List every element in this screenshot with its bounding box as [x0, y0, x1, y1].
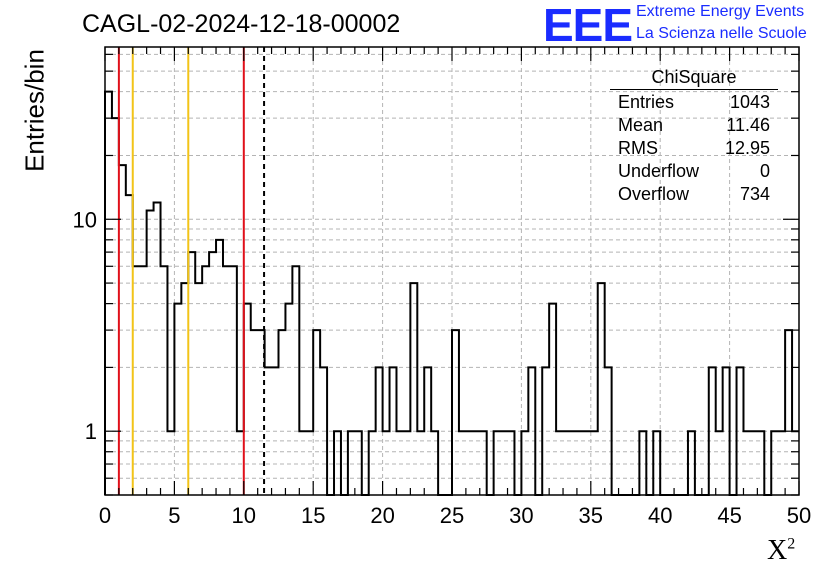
- y-axis-label: Entries/bin: [19, 49, 50, 172]
- eee-logo: EEE: [543, 0, 633, 51]
- y-tick-label: 10: [73, 207, 97, 232]
- x-tick-label: 0: [99, 503, 111, 528]
- x-tick-label: 35: [579, 503, 603, 528]
- x-tick-label: 5: [168, 503, 180, 528]
- stats-row-underflow: Underflow 0: [618, 161, 770, 181]
- stats-row-rms: RMS 12.95: [618, 138, 770, 158]
- stats-row-entries: Entries 1043: [618, 92, 770, 112]
- logo-line-1: Extreme Energy Events: [636, 3, 805, 20]
- x-tick-label: 30: [509, 503, 533, 528]
- x-tick-label: 10: [232, 503, 256, 528]
- x-tick-label: 20: [370, 503, 394, 528]
- stats-box: ChiSquare Entries 1043 Mean 11.46 RMS 12.95…: [610, 67, 778, 207]
- x-tick-label: 50: [787, 503, 811, 528]
- x-tick-label: 15: [301, 503, 325, 528]
- stats-row-mean: Mean 11.46: [618, 115, 770, 135]
- logo-line-2: La Scienza nelle Scuole: [636, 25, 807, 42]
- stats-title: ChiSquare: [610, 67, 778, 90]
- x-axis-label: X2: [767, 535, 796, 566]
- x-tick-label: 40: [648, 503, 672, 528]
- stats-row-overflow: Overflow 734: [618, 184, 770, 204]
- y-tick-label: 1: [85, 419, 97, 444]
- x-tick-label: 45: [717, 503, 741, 528]
- chart-title: CAGL-02-2024-12-18-00002: [82, 10, 401, 38]
- x-tick-label: 25: [440, 503, 464, 528]
